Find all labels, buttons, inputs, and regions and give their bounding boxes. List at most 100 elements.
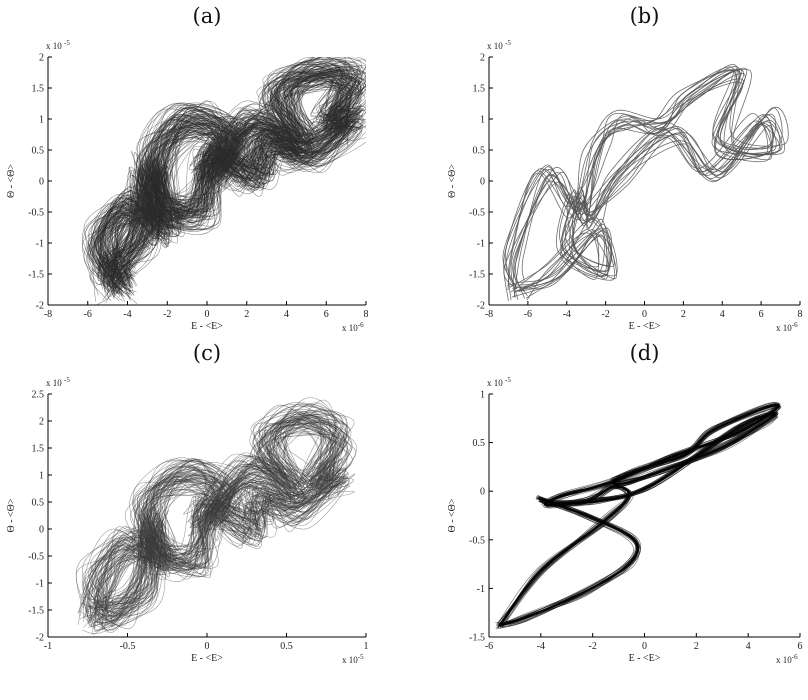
x-tick-label: 6 bbox=[324, 309, 329, 320]
trajectory-loop bbox=[100, 82, 358, 287]
trajectory-loop bbox=[83, 430, 337, 631]
y-tick-label: 2 bbox=[480, 53, 485, 64]
y-axis-label: Θ - <Θ> bbox=[447, 498, 458, 532]
trajectory-loop bbox=[100, 417, 352, 622]
x-tick-label: 2 bbox=[244, 309, 249, 320]
y-tick-label: 0 bbox=[480, 177, 485, 188]
y-tick-label: -1 bbox=[477, 239, 485, 250]
trajectory-loop bbox=[116, 80, 360, 298]
y-tick-label: 1 bbox=[480, 115, 485, 126]
x-axis-label: E - <E> bbox=[191, 653, 223, 664]
y-axis-label: Θ - <Θ> bbox=[6, 164, 17, 198]
x-exponent-label: x 10-6 bbox=[776, 653, 798, 665]
y-tick-label: 0.5 bbox=[32, 498, 45, 509]
x-exponent-label: x 10-5 bbox=[342, 653, 364, 665]
x-exponent-label: x 10-6 bbox=[776, 321, 798, 333]
y-tick-label: -2 bbox=[36, 633, 44, 644]
x-tick-label: -4 bbox=[123, 309, 131, 320]
y-tick-label: -1.5 bbox=[28, 606, 44, 617]
x-tick-label: -6 bbox=[524, 309, 532, 320]
trajectory-loop bbox=[99, 57, 354, 287]
y-tick-label: 1 bbox=[480, 390, 485, 401]
x-tick-label: -6 bbox=[84, 309, 92, 320]
x-axis-label: E - <E> bbox=[629, 321, 661, 332]
panel-label: (a) bbox=[193, 4, 222, 28]
x-tick-label: 4 bbox=[720, 309, 725, 320]
x-axis-label: E - <E> bbox=[191, 321, 223, 332]
y-tick-label: -1 bbox=[477, 584, 485, 595]
trajectory-loop bbox=[100, 69, 366, 277]
trajectory-loop bbox=[90, 76, 354, 302]
trajectory-loop bbox=[497, 404, 781, 625]
y-tick-label: 1 bbox=[39, 471, 44, 482]
x-tick-label: -4 bbox=[537, 641, 545, 652]
panel-4: (d) -6 -4 -2 0 2 4 6 -1.5 -1 -0.5 0 0.5 1x 10 -5 x 10-… bbox=[447, 341, 803, 665]
y-tick-label: 0 bbox=[39, 177, 44, 188]
trajectory-loop bbox=[87, 75, 351, 279]
x-tick-label: 6 bbox=[798, 641, 803, 652]
panel-label: (b) bbox=[630, 4, 660, 28]
trajectory-loop bbox=[513, 69, 776, 297]
y-exponent-label: x 10 -5 bbox=[46, 39, 70, 51]
y-tick-label: 0.5 bbox=[473, 438, 486, 449]
y-tick-label: 1.5 bbox=[32, 84, 45, 95]
trajectory-loop bbox=[82, 403, 342, 621]
y-tick-label: -1 bbox=[36, 239, 44, 250]
trajectory-loop bbox=[515, 70, 785, 299]
trajectory-loop bbox=[93, 80, 362, 290]
x-axis-label: E - <E> bbox=[629, 653, 661, 664]
x-tick-label: 2 bbox=[694, 641, 699, 652]
x-tick-label: 2 bbox=[681, 309, 686, 320]
x-tick-label: -2 bbox=[601, 309, 609, 320]
trajectory bbox=[82, 57, 366, 305]
x-tick-label: 1 bbox=[364, 641, 369, 652]
trajectory-loop bbox=[497, 403, 779, 629]
trajectory bbox=[75, 397, 357, 635]
x-tick-label: -8 bbox=[44, 309, 52, 320]
y-tick-label: 1.5 bbox=[473, 84, 486, 95]
y-tick-label: -1 bbox=[36, 579, 44, 590]
trajectory-loop bbox=[110, 85, 366, 296]
trajectory-loop bbox=[508, 68, 777, 301]
y-tick-label: 0 bbox=[480, 487, 485, 498]
trajectory-loop bbox=[83, 417, 330, 627]
trajectory-loop bbox=[106, 57, 363, 290]
y-tick-label: 2 bbox=[39, 53, 44, 64]
trajectory-loop bbox=[507, 73, 781, 292]
y-exponent-label: x 10 -5 bbox=[46, 376, 70, 388]
trajectory-loop bbox=[98, 422, 351, 625]
y-exponent-label: x 10 -5 bbox=[487, 39, 511, 51]
panel-label: (d) bbox=[630, 341, 660, 365]
panel-label: (c) bbox=[193, 341, 221, 365]
x-tick-label: 0.5 bbox=[280, 641, 293, 652]
trajectory-outline bbox=[498, 404, 780, 627]
trajectory-loop bbox=[107, 73, 366, 296]
trajectory-loop bbox=[94, 413, 353, 629]
trajectory-loop bbox=[91, 61, 351, 293]
x-tick-label: -2 bbox=[588, 641, 596, 652]
x-tick-label: 0 bbox=[642, 309, 647, 320]
x-tick-label: -0.5 bbox=[120, 641, 136, 652]
y-tick-label: -1.5 bbox=[469, 270, 485, 281]
y-axis-label: Θ - <Θ> bbox=[6, 498, 17, 532]
x-tick-label: -1 bbox=[44, 641, 52, 652]
y-tick-label: -0.5 bbox=[28, 552, 44, 563]
y-tick-label: 2 bbox=[39, 417, 44, 428]
y-tick-label: 1 bbox=[39, 115, 44, 126]
y-tick-label: -1.5 bbox=[28, 270, 44, 281]
y-axis-label: Θ - <Θ> bbox=[447, 164, 458, 198]
x-tick-label: -6 bbox=[485, 641, 493, 652]
trajectory-loop bbox=[75, 415, 322, 628]
y-exponent-label: x 10 -5 bbox=[487, 376, 511, 388]
x-tick-label: 0 bbox=[205, 309, 210, 320]
x-tick-label: -2 bbox=[163, 309, 171, 320]
x-tick-label: 0 bbox=[642, 641, 647, 652]
trajectory-loop bbox=[79, 403, 330, 620]
x-tick-label: -8 bbox=[485, 309, 493, 320]
trajectory-loop bbox=[85, 419, 349, 611]
trajectory bbox=[495, 402, 782, 630]
trajectory-loop bbox=[82, 71, 338, 301]
trajectory-loop bbox=[94, 422, 338, 619]
x-tick-label: 6 bbox=[759, 309, 764, 320]
